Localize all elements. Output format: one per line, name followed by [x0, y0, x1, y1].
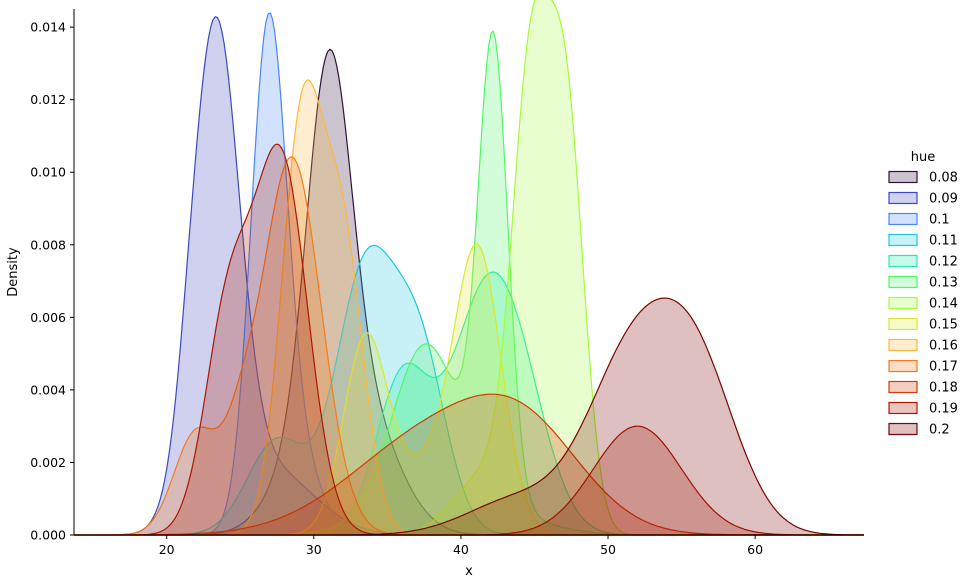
y-axis-title: Density — [6, 247, 21, 297]
legend-swatch — [888, 317, 918, 331]
y-tick-label: 0.004 — [30, 382, 66, 397]
y-tick-label: 0.008 — [30, 237, 66, 252]
legend-swatch — [888, 254, 918, 268]
legend-swatch — [888, 233, 918, 247]
legend-label: 0.12 — [929, 255, 958, 270]
y-tick-label: 0.000 — [30, 528, 66, 543]
axes: 20 30 40 50 60 0.000 0.002 0.004 0.006 0.008 0.01… — [6, 9, 864, 579]
x-tick-label: 40 — [453, 542, 469, 557]
legend-swatch — [888, 359, 918, 373]
x-tick-label: 30 — [306, 542, 322, 557]
legend-label: 0.2 — [929, 423, 950, 438]
legend-label: 0.11 — [929, 234, 958, 249]
legend-swatch — [888, 212, 918, 226]
y-tick-label: 0.006 — [30, 310, 66, 325]
legend-label: 0.15 — [929, 318, 958, 333]
legend-label: 0.1 — [929, 213, 950, 228]
x-tick-label: 20 — [159, 542, 175, 557]
y-tick-label: 0.010 — [30, 165, 66, 180]
legend-label: 0.16 — [929, 339, 958, 354]
legend-swatch — [888, 338, 918, 352]
density-curves — [74, 0, 864, 536]
legend-label: 0.13 — [929, 276, 958, 291]
legend-swatch — [888, 422, 918, 436]
legend: hue 0.080.090.10.110.120.130.140.150.160… — [888, 150, 958, 438]
x-ticks: 20 30 40 50 60 — [159, 535, 763, 557]
legend-items: 0.08 0.09 0.1 0.11 0.12 0.13 0.14 0.15 0.16 0.17 0… — [888, 170, 958, 438]
legend-label: 0.14 — [929, 297, 958, 312]
legend-swatch — [888, 380, 918, 394]
y-tick-label: 0.012 — [30, 92, 66, 107]
legend-label: 0.08 — [929, 171, 958, 186]
legend-title: hue — [911, 150, 935, 165]
legend-swatch — [888, 401, 918, 415]
legend-swatch — [888, 275, 918, 289]
y-tick-label: 0.014 — [30, 20, 66, 35]
x-axis-title: x — [465, 564, 473, 579]
legend-label: 0.19 — [929, 402, 958, 417]
y-tick-label: 0.002 — [30, 455, 66, 470]
legend-label: 0.17 — [929, 360, 958, 375]
x-tick-label: 60 — [747, 542, 763, 557]
legend-swatch — [888, 191, 918, 205]
x-tick-label: 50 — [600, 542, 616, 557]
legend-swatch — [888, 296, 918, 310]
legend-label: 0.18 — [929, 381, 958, 396]
legend-swatch — [888, 170, 918, 184]
legend-label: 0.09 — [929, 192, 958, 207]
y-ticks: 0.000 0.002 0.004 0.006 0.008 0.010 0.012 0.014 — [30, 20, 74, 543]
